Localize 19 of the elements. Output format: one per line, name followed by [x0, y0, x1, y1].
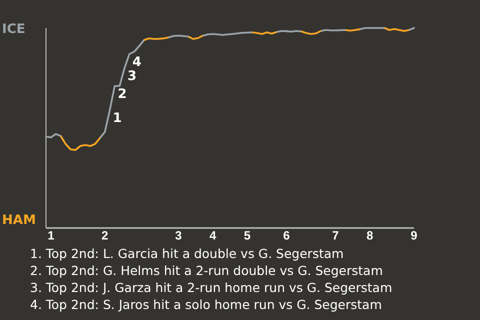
x-tick-label: 5 — [244, 228, 251, 243]
text: 3. Top 2nd: J. Garza hit a 2-run home run vs G. Segerstam — [30, 280, 392, 295]
annotation: 3 — [128, 69, 137, 84]
x-tick-label: 6 — [283, 228, 290, 243]
annotation: 1 — [112, 111, 122, 126]
annotation: 2 — [118, 87, 127, 102]
x-tick-label: 2 — [102, 228, 109, 243]
text: 1. Top 2nd: L. Garcia hit a double vs G. Segerstam — [30, 246, 344, 261]
annotation: 4 — [132, 55, 142, 70]
x-tick-label: 7 — [332, 228, 340, 243]
text: 4. Top 2nd: S. Jaros hit a solo home run vs G. Segerstam — [30, 297, 382, 312]
text: HAM — [2, 213, 36, 228]
x-tick-label: 8 — [366, 228, 374, 243]
text: ICE — [2, 22, 26, 37]
x-tick-label: 3 — [175, 228, 182, 243]
x-tick-label: 1 — [48, 228, 55, 243]
text: 2. Top 2nd: G. Helms hit a 2-run double vs G. Segerstam — [30, 263, 383, 278]
x-tick-label: 9 — [410, 228, 418, 243]
x-tick-label: 4 — [209, 228, 216, 243]
